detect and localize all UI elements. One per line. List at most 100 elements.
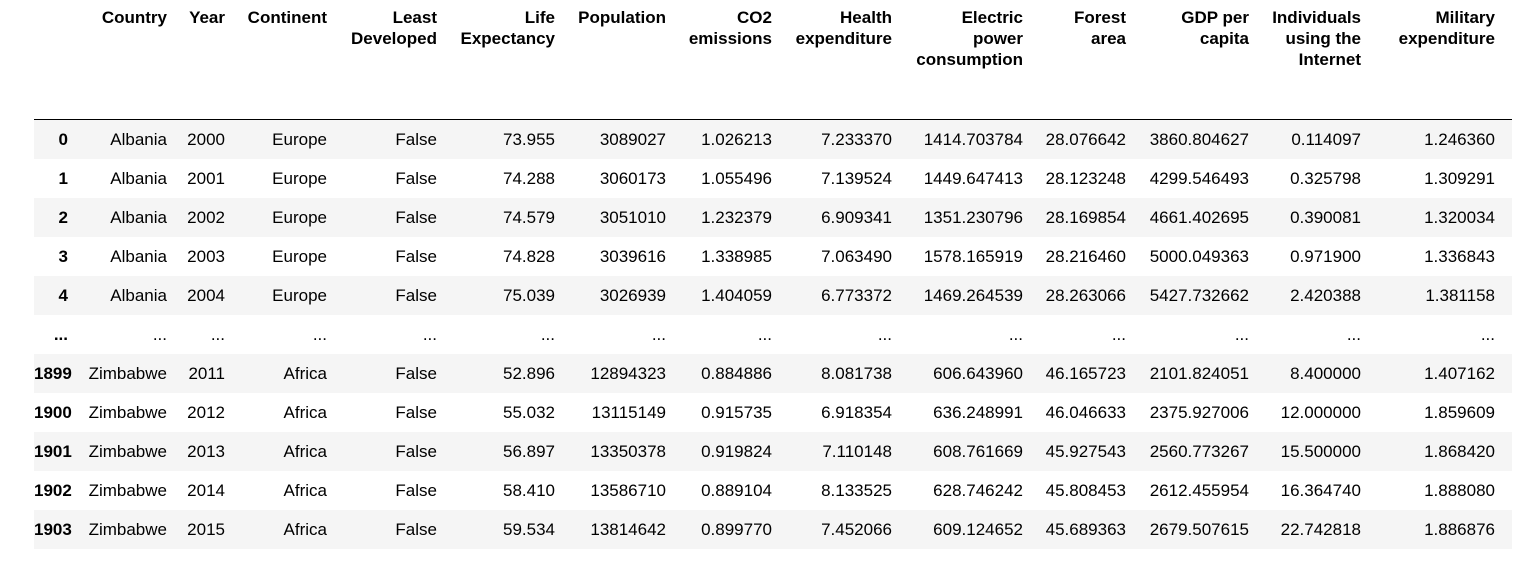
cell-life-expectancy: 75.039 [503, 285, 555, 305]
ellipsis-row: ........................................… [34, 314, 1512, 354]
cell-continent: Africa [283, 363, 327, 383]
cell-least-developed: False [395, 129, 437, 149]
column-header-index [34, 4, 85, 120]
cell-individuals-using-internet: 0.971900 [1290, 246, 1361, 266]
cell-continent: Europe [272, 246, 327, 266]
cell-year: 2014 [187, 480, 225, 500]
cell-health-expenditure: 7.063490 [821, 246, 892, 266]
cell-continent: Europe [272, 129, 327, 149]
cell-country: Albania [110, 207, 167, 227]
table-row: 1899 Zimbabwe 2011 Africa False 52.896 1289432… [34, 353, 1512, 393]
cell-health-expenditure: 7.452066 [821, 519, 892, 539]
cell-life-expectancy: 52.896 [503, 363, 555, 383]
cell-least-developed: False [395, 168, 437, 188]
cell-population: ... [651, 324, 666, 344]
cell-health-expenditure: 7.139524 [821, 168, 892, 188]
cell-year: 2002 [187, 207, 225, 227]
row-index: 1 [58, 168, 68, 188]
cell-continent: Africa [283, 519, 327, 539]
cell-forest-area: 28.123248 [1045, 168, 1126, 188]
table-row: 1902 Zimbabwe 2014 Africa False 58.410 1358671… [34, 470, 1512, 510]
table-row: 1903 Zimbabwe 2015 Africa False 59.534 1381464… [34, 509, 1512, 549]
cell-military-expenditure: 1.246360 [1424, 129, 1495, 149]
cell-life-expectancy: 55.032 [503, 402, 555, 422]
cell-health-expenditure: ... [877, 324, 892, 344]
cell-country: Zimbabwe [88, 402, 167, 422]
cell-population: 3060173 [599, 168, 666, 188]
cell-life-expectancy: 74.288 [503, 168, 555, 188]
cell-electric-power-consumption: 609.124652 [933, 519, 1023, 539]
cell-least-developed: False [395, 519, 437, 539]
cell-individuals-using-internet: 0.114097 [1291, 129, 1361, 149]
cell-forest-area: 28.169854 [1045, 207, 1126, 227]
cell-life-expectancy: 74.579 [503, 207, 555, 227]
cell-individuals-using-internet: 0.325798 [1290, 168, 1361, 188]
row-index: 1903 [34, 519, 72, 539]
cell-gdp-per-capita: 2560.773267 [1149, 441, 1249, 461]
cell-continent: Europe [272, 207, 327, 227]
table-row: 1 Albania 2001 Europe False 74.288 3060173 1.05… [34, 158, 1512, 198]
row-index: 1900 [34, 402, 72, 422]
cell-population: 3039616 [599, 246, 666, 266]
cell-gdp-per-capita: 4661.402695 [1149, 207, 1249, 227]
cell-health-expenditure: 8.133525 [821, 480, 892, 500]
cell-year: ... [210, 324, 225, 344]
cell-co2-emissions: 1.055496 [701, 168, 772, 188]
cell-forest-area: 45.689363 [1045, 519, 1126, 539]
cell-electric-power-consumption: 1351.230796 [923, 207, 1023, 227]
cell-life-expectancy: 59.534 [503, 519, 555, 539]
cell-co2-emissions: 1.026213 [701, 129, 772, 149]
cell-least-developed: False [395, 402, 437, 422]
cell-year: 2013 [187, 441, 225, 461]
column-header-year: Year [184, 4, 242, 120]
row-index: ... [53, 324, 68, 344]
header-row: Country Year Continent Least Developed Life … [34, 4, 1512, 120]
cell-individuals-using-internet: 16.364740 [1280, 480, 1361, 500]
cell-year: 2015 [187, 519, 225, 539]
column-header-forest-area: Forest area [1040, 4, 1143, 120]
row-index: 3 [58, 246, 68, 266]
cell-individuals-using-internet: 8.400000 [1290, 363, 1361, 383]
cell-health-expenditure: 7.233370 [821, 129, 892, 149]
dataframe-table: Country Year Continent Least Developed Life … [34, 4, 1512, 549]
cell-year: 2011 [188, 363, 225, 383]
cell-military-expenditure: 1.859609 [1424, 402, 1495, 422]
cell-country: Zimbabwe [88, 441, 167, 461]
cell-forest-area: 45.927543 [1045, 441, 1126, 461]
cell-military-expenditure: 1.407162 [1424, 363, 1495, 383]
cell-population: 3026939 [599, 285, 666, 305]
cell-least-developed: False [395, 441, 437, 461]
column-header-military-expenditure: Military expenditure [1378, 4, 1512, 120]
column-header-individuals-using-internet: Individuals using the Internet [1266, 4, 1378, 120]
cell-gdp-per-capita: 3860.804627 [1149, 129, 1249, 149]
cell-forest-area: 28.076642 [1045, 129, 1126, 149]
cell-country: Zimbabwe [88, 519, 167, 539]
cell-country: ... [152, 324, 167, 344]
cell-forest-area: 46.165723 [1045, 363, 1126, 383]
row-index: 1902 [34, 480, 72, 500]
cell-co2-emissions: 1.338985 [701, 246, 772, 266]
cell-year: 2003 [187, 246, 225, 266]
cell-forest-area: 28.216460 [1045, 246, 1126, 266]
cell-country: Zimbabwe [88, 480, 167, 500]
column-header-country: Country [85, 4, 184, 120]
cell-health-expenditure: 7.110148 [822, 441, 892, 461]
cell-least-developed: False [395, 480, 437, 500]
cell-year: 2000 [187, 129, 225, 149]
cell-year: 2012 [187, 402, 225, 422]
cell-military-expenditure: 1.868420 [1424, 441, 1495, 461]
cell-least-developed: False [395, 246, 437, 266]
cell-country: Albania [110, 246, 167, 266]
cell-electric-power-consumption: 1449.647413 [923, 168, 1023, 188]
cell-country: Zimbabwe [88, 363, 167, 383]
cell-individuals-using-internet: 12.000000 [1280, 402, 1361, 422]
column-header-life-expectancy: Life Expectancy [454, 4, 572, 120]
dataframe-output: Country Year Continent Least Developed Life … [34, 4, 1512, 549]
cell-military-expenditure: 1.320034 [1424, 207, 1495, 227]
row-index: 1899 [34, 363, 72, 383]
cell-individuals-using-internet: 22.742818 [1280, 519, 1361, 539]
cell-gdp-per-capita: ... [1234, 324, 1249, 344]
cell-individuals-using-internet: 2.420388 [1290, 285, 1361, 305]
cell-health-expenditure: 6.773372 [821, 285, 892, 305]
cell-population: 13586710 [590, 480, 666, 500]
